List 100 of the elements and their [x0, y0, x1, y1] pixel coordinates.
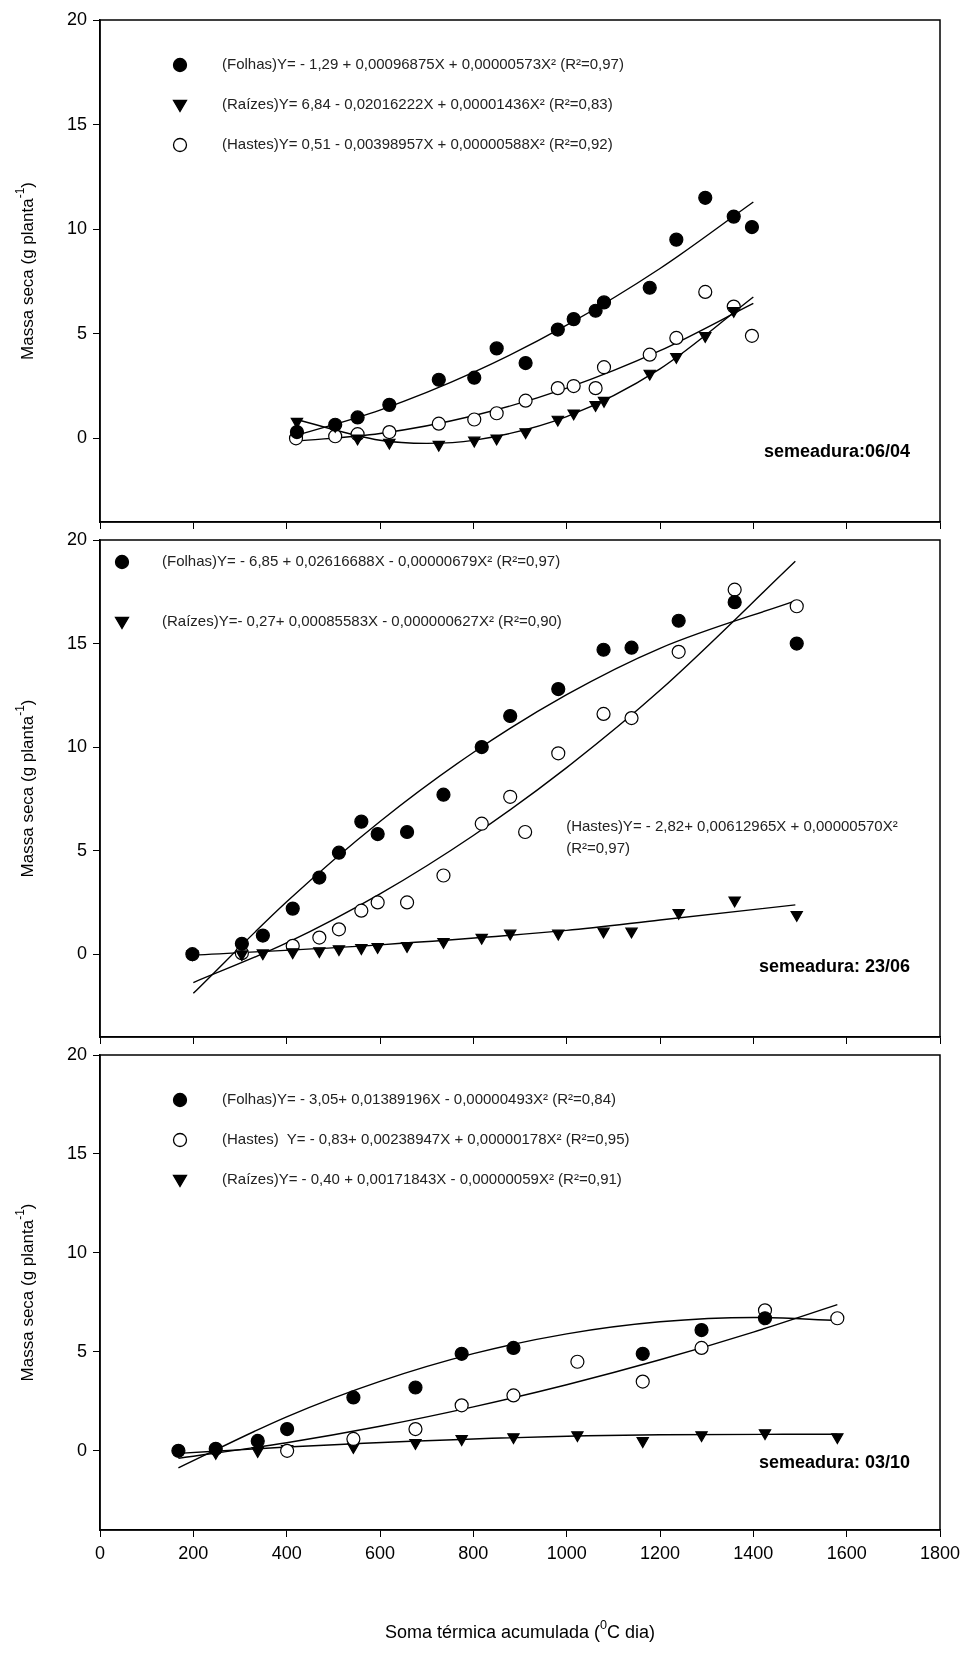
point: [789, 599, 804, 614]
point: [506, 1340, 521, 1356]
point: [519, 428, 532, 440]
point: [727, 306, 740, 318]
point: [624, 640, 639, 655]
point: [726, 209, 741, 224]
point: [643, 369, 656, 381]
point: [744, 328, 760, 343]
point: [431, 372, 446, 387]
y-tick-label: 20: [66, 8, 87, 29]
point: [355, 944, 368, 956]
point: [383, 438, 396, 450]
point: [503, 789, 518, 804]
point: [255, 928, 270, 943]
point: [489, 341, 504, 356]
legend-label: (Raízes)Y= 6,84 - 0,02016222X + 0,00001436X² (R²=0,83): [222, 95, 613, 113]
point: [566, 378, 581, 394]
point: [475, 933, 488, 945]
point: [431, 416, 446, 431]
point: [588, 303, 603, 318]
x-tick-label: 1000: [546, 1542, 587, 1563]
legend-label: (Folhas)Y= - 1,29 + 0,00096875X + 0,00000573X² (R²=0,97): [222, 55, 624, 73]
x-tick-label: 400: [271, 1542, 302, 1563]
y-tick-label: 15: [66, 113, 87, 134]
point: [597, 927, 610, 939]
x-tick-label: 0: [94, 1542, 106, 1563]
point: [669, 330, 684, 346]
point: [346, 1431, 361, 1447]
point: [436, 787, 451, 802]
point: [699, 331, 712, 343]
y-tick-label: 15: [66, 632, 87, 653]
point: [698, 190, 713, 205]
point: [408, 1380, 423, 1395]
point: [332, 945, 346, 957]
y-tick-label: 10: [66, 736, 87, 757]
point: [550, 381, 565, 396]
point: [596, 706, 611, 722]
legend-label: (Raízes)Y=- 0,27+ 0,00085583X - 0,000000627X² (R²=0,90): [162, 612, 562, 630]
point: [467, 412, 482, 427]
x-tick-label: 1400: [733, 1542, 774, 1563]
point: [286, 948, 299, 960]
point: [551, 415, 565, 427]
point: [409, 1439, 422, 1451]
annotation: semeadura: 03/10: [758, 1452, 910, 1473]
point: [552, 929, 565, 941]
point: [671, 613, 686, 628]
x-tick-label: 1800: [919, 1542, 961, 1563]
point: [280, 1421, 295, 1437]
point: [635, 1374, 650, 1389]
x-tick-label: 1600: [826, 1542, 867, 1563]
y-tick-label: 5: [76, 839, 87, 860]
point: [789, 636, 804, 651]
y-tick-label: 20: [66, 528, 87, 549]
point: [312, 870, 327, 885]
point: [256, 949, 270, 961]
point: [571, 1431, 584, 1443]
point: [382, 397, 397, 412]
point: [695, 1431, 708, 1443]
legend-label: (Folhas)Y= - 6,85 + 0,02616688X - 0,00000679X² (R²=0,97): [162, 552, 561, 570]
point: [588, 381, 603, 396]
y-tick-label: 20: [66, 1043, 87, 1064]
point: [624, 710, 639, 726]
point: [672, 908, 685, 920]
y-tick-label: 0: [76, 943, 87, 964]
point: [642, 280, 657, 295]
point: [518, 824, 533, 840]
x-tick-label: 1200: [639, 1542, 681, 1563]
point: [455, 1435, 468, 1447]
point: [432, 440, 446, 452]
point: [727, 595, 742, 610]
point: [399, 895, 415, 910]
point: [551, 746, 566, 761]
point: [503, 929, 517, 941]
point: [370, 826, 385, 842]
point: [566, 312, 581, 327]
point: [400, 942, 414, 953]
point: [550, 322, 565, 337]
point: [328, 417, 343, 432]
point: [234, 936, 249, 951]
point: [744, 219, 760, 235]
legend-label: (Raízes)Y= - 0,40 + 0,00171843X - 0,00000059X² (R²=0,91): [222, 1170, 622, 1188]
point: [831, 1433, 844, 1445]
point: [331, 845, 347, 860]
point: [489, 406, 504, 421]
legend-label: (Hastes) Y= - 0,83+ 0,00238947X + 0,00000178X² (R²=0,95): [222, 1130, 630, 1148]
point: [171, 1443, 186, 1458]
point: [757, 1311, 773, 1326]
point: [289, 424, 305, 440]
point: [506, 1388, 521, 1403]
y-tick-label: 0: [76, 427, 87, 448]
point: [790, 910, 803, 922]
legend-label: (Hastes)Y= 0,51 - 0,00398957X + 0,00000588X² (R²=0,92): [222, 135, 613, 153]
point: [454, 1398, 469, 1413]
point: [567, 409, 580, 421]
point: [454, 1346, 469, 1361]
point: [518, 393, 533, 408]
point: [474, 739, 489, 755]
point: [312, 930, 327, 945]
x-tick-label: 200: [178, 1542, 209, 1563]
point: [625, 927, 638, 939]
